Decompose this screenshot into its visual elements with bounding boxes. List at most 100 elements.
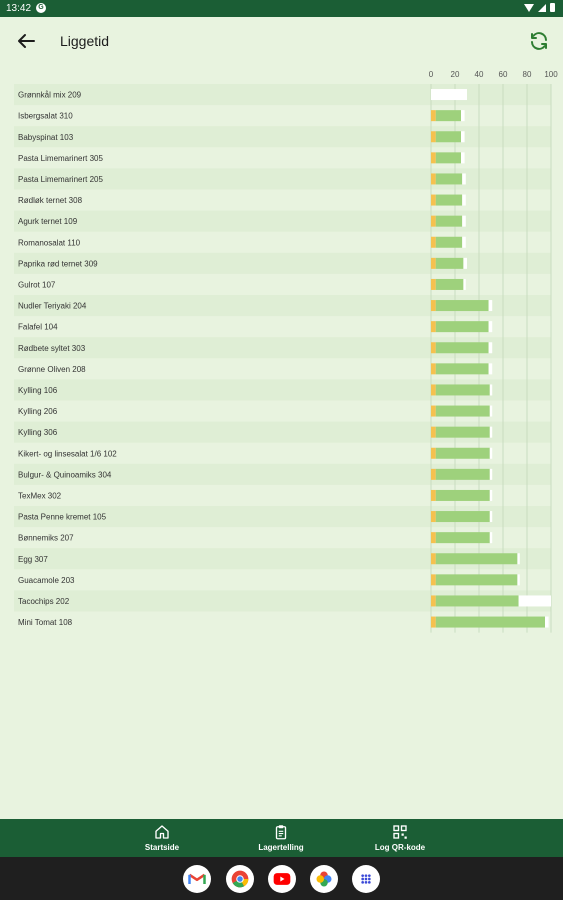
bar-segment bbox=[435, 215, 463, 227]
bar-segment bbox=[462, 194, 466, 206]
chrome-icon bbox=[231, 870, 249, 888]
bar-segment bbox=[489, 405, 493, 417]
bar-segment bbox=[431, 532, 436, 544]
category-label: Guacamole 203 bbox=[18, 576, 75, 585]
photos-app[interactable] bbox=[310, 865, 338, 893]
youtube-app[interactable] bbox=[268, 865, 296, 893]
category-label: Rødløk ternet 308 bbox=[18, 196, 83, 205]
category-label: TexMex 302 bbox=[18, 491, 62, 500]
liggetid-chart: 0 20 40 60 80 100 Grønnkål mix 209 Isbergsalat … bbox=[14, 70, 558, 633]
category-label: Pasta Limemarinert 205 bbox=[18, 175, 103, 184]
bar-segment bbox=[431, 468, 436, 480]
wifi-icon bbox=[524, 3, 534, 12]
bar-segment bbox=[488, 342, 493, 354]
refresh-icon bbox=[531, 32, 547, 50]
bar-segment bbox=[462, 173, 466, 185]
bar-segment bbox=[435, 300, 489, 312]
nav-item-log-qr-kode[interactable]: Log QR-kode bbox=[345, 823, 455, 852]
bar-segment bbox=[431, 236, 436, 248]
row-band bbox=[14, 337, 551, 359]
bar-segment bbox=[517, 553, 520, 565]
bar-segment bbox=[435, 131, 461, 143]
category-label: Pasta Penne kremet 105 bbox=[18, 513, 107, 522]
bar-segment bbox=[431, 574, 436, 586]
bar-segment bbox=[431, 426, 436, 438]
row-band bbox=[14, 168, 551, 190]
row-band bbox=[14, 210, 551, 232]
bar-segment bbox=[431, 553, 436, 565]
bar-segment bbox=[463, 278, 466, 290]
bottom-nav: Startside Lagertelling Log QR-kode bbox=[0, 819, 563, 857]
app-bar: Liggetid bbox=[0, 17, 563, 65]
bar-segment bbox=[435, 405, 490, 417]
bar-segment bbox=[435, 511, 490, 523]
bar-segment bbox=[435, 342, 489, 354]
row-band bbox=[14, 84, 551, 106]
row-band bbox=[14, 548, 551, 570]
bar-segment bbox=[463, 257, 467, 269]
bar-segment bbox=[435, 595, 519, 607]
category-label: Mini Tomat 108 bbox=[18, 618, 73, 627]
bar-segment bbox=[435, 236, 463, 248]
category-label: Babyspinat 103 bbox=[18, 133, 74, 142]
battery-icon bbox=[550, 3, 555, 12]
bar-segment bbox=[435, 194, 463, 206]
bar-segment bbox=[435, 278, 464, 290]
nav-label: Startside bbox=[144, 843, 180, 852]
app-drawer[interactable] bbox=[352, 865, 380, 893]
bar-segment bbox=[431, 110, 436, 122]
arrow-back-icon bbox=[18, 34, 35, 48]
row-band bbox=[14, 252, 551, 274]
category-label: Falafel 104 bbox=[18, 323, 58, 332]
status-time: 13:42 bbox=[6, 3, 32, 14]
bar-segment bbox=[489, 384, 493, 396]
nav-label: Lagertelling bbox=[258, 843, 304, 852]
bar-segment bbox=[488, 300, 493, 312]
bar-segment bbox=[431, 300, 436, 312]
back-button[interactable] bbox=[14, 29, 38, 53]
bar-segment bbox=[435, 447, 490, 459]
x-tick-label: 40 bbox=[475, 70, 484, 79]
bar-segment bbox=[435, 152, 461, 164]
bar-segment bbox=[545, 616, 549, 628]
gmail-app[interactable] bbox=[183, 865, 211, 893]
bar-segment bbox=[435, 257, 464, 269]
category-label: Rødbete syltet 303 bbox=[18, 344, 86, 353]
bar-segment bbox=[431, 405, 436, 417]
bar-segment bbox=[489, 426, 493, 438]
bar-segment bbox=[431, 342, 436, 354]
bar-segment bbox=[461, 152, 465, 164]
bar-segment bbox=[435, 489, 490, 501]
bar-segment bbox=[435, 384, 490, 396]
bar-segment bbox=[462, 215, 466, 227]
category-label: Kylling 106 bbox=[18, 386, 58, 395]
bar-segment bbox=[431, 257, 436, 269]
category-label: Paprika rød ternet 309 bbox=[18, 259, 98, 268]
nav-label: Log QR-kode bbox=[374, 843, 426, 852]
bar-segment bbox=[461, 131, 465, 143]
bar-segment bbox=[435, 553, 518, 565]
bar-segment bbox=[489, 447, 493, 459]
category-label: Bønnemiks 207 bbox=[18, 534, 74, 543]
row-band bbox=[14, 590, 551, 612]
category-label: Tacochips 202 bbox=[18, 597, 70, 606]
bar-segment bbox=[431, 89, 467, 101]
category-label: Agurk ternet 109 bbox=[18, 217, 78, 226]
row-band bbox=[14, 126, 551, 148]
bar-segment bbox=[435, 616, 545, 628]
gmail-icon bbox=[188, 873, 206, 884]
refresh-button[interactable] bbox=[527, 29, 551, 53]
home-icon bbox=[155, 825, 169, 839]
bar-segment bbox=[488, 363, 493, 375]
x-tick-label: 20 bbox=[451, 70, 460, 79]
category-label: Bulgur- & Quinoamiks 304 bbox=[18, 470, 112, 479]
bar-segment bbox=[489, 532, 493, 544]
bar-segment bbox=[431, 131, 436, 143]
nav-item-lagertelling[interactable]: Lagertelling bbox=[226, 823, 336, 852]
bar-segment bbox=[431, 194, 436, 206]
bar-segment bbox=[431, 489, 436, 501]
qr-code-icon bbox=[393, 825, 407, 839]
x-tick-label: 80 bbox=[523, 70, 532, 79]
nav-item-startside[interactable]: Startside bbox=[107, 823, 217, 852]
chrome-app[interactable] bbox=[226, 865, 254, 893]
